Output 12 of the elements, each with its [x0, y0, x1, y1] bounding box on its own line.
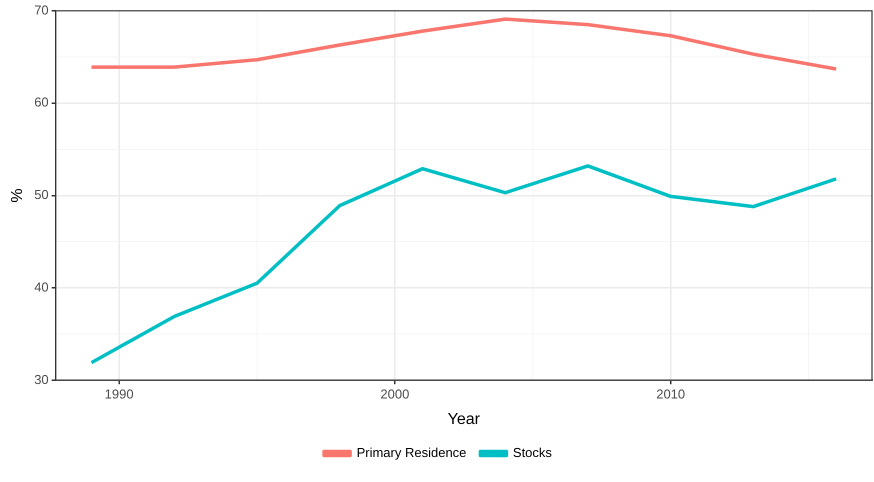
y-tick-label: 40 [34, 279, 49, 294]
y-axis-title: % [9, 188, 26, 203]
x-tick-label: 2000 [380, 386, 410, 402]
y-tick-label: 50 [34, 187, 49, 202]
y-tick-label: 70 [34, 2, 49, 18]
x-axis-title: Year [448, 410, 481, 428]
x-tick-label: 2010 [656, 386, 686, 402]
y-tick-label: 30 [34, 372, 49, 387]
y-tick-label: 60 [34, 94, 49, 110]
legend-label: Stocks [512, 445, 552, 460]
x-tick-label: 1990 [104, 386, 134, 402]
legend-label: Primary Residence [356, 445, 466, 460]
